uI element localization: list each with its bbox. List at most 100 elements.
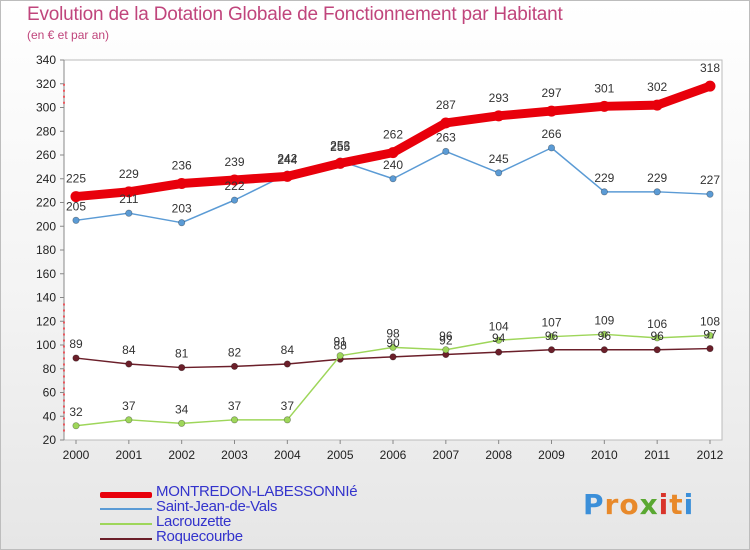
data-point-montredon (70, 191, 82, 203)
x-tick-label: 2005 (327, 448, 354, 462)
data-point-lacrouzette (442, 346, 450, 354)
data-point-lacrouzette (178, 419, 186, 427)
data-label-saint-jean: 229 (594, 171, 614, 185)
x-tick-label: 2012 (697, 448, 724, 462)
data-point-montredon (229, 174, 240, 186)
data-label-saint-jean: 266 (541, 127, 561, 141)
legend-swatch-roquecourbe (100, 538, 152, 540)
y-tick-label: 300 (36, 101, 56, 115)
data-point-saint-jean (442, 147, 450, 155)
y-tick-label: 320 (36, 77, 56, 91)
data-label-saint-jean: 240 (383, 158, 403, 172)
data-label-saint-jean: 263 (436, 130, 456, 144)
y-tick-label: 180 (36, 243, 56, 257)
data-point-montredon (281, 170, 293, 182)
data-label-roquecourbe: 90 (386, 336, 400, 350)
data-label-lacrouzette: 106 (647, 317, 667, 331)
data-label-roquecourbe: 96 (598, 329, 612, 343)
data-label-montredon: 262 (383, 128, 403, 142)
data-label-montredon: 229 (119, 167, 139, 181)
data-label-lacrouzette: 109 (594, 313, 614, 327)
data-label-lacrouzette: 34 (175, 402, 189, 416)
data-point-roquecourbe (72, 354, 80, 362)
data-point-saint-jean (547, 144, 556, 152)
data-label-roquecourbe: 81 (175, 347, 189, 361)
data-point-montredon (704, 80, 716, 92)
legend-label-roquecourbe: Roquecourbe (156, 528, 243, 545)
data-label-montredon: 225 (66, 172, 86, 186)
data-label-saint-jean: 229 (647, 171, 667, 185)
x-tick-label: 2001 (115, 448, 142, 462)
data-label-roquecourbe: 96 (545, 329, 559, 343)
x-tick-label: 2010 (591, 448, 618, 462)
data-point-saint-jean (653, 188, 661, 196)
data-label-saint-jean: 203 (172, 202, 192, 216)
data-point-roquecourbe (230, 362, 239, 370)
data-label-montredon: 301 (594, 81, 614, 95)
data-point-saint-jean (389, 175, 397, 183)
chart-legend: MONTREDON-LABESSONNIé Saint-Jean-de-Vals… (100, 483, 420, 546)
y-tick-label: 80 (43, 362, 57, 376)
data-label-lacrouzette: 37 (122, 399, 136, 413)
y-tick-label: 20 (43, 433, 57, 447)
data-point-montredon (440, 117, 452, 129)
data-point-lacrouzette (706, 331, 714, 340)
data-label-lacrouzette: 37 (228, 399, 242, 413)
legend-item-saint-jean: Saint-Jean-de-Vals (100, 498, 420, 516)
data-point-saint-jean (72, 216, 80, 224)
data-point-saint-jean (706, 190, 714, 198)
data-label-lacrouzette: 98 (386, 326, 400, 340)
x-tick-label: 2009 (538, 448, 565, 462)
data-label-montredon: 318 (700, 61, 720, 75)
data-point-montredon (546, 105, 557, 117)
data-label-saint-jean: 245 (489, 152, 509, 166)
logo-letter: P (583, 488, 605, 521)
data-point-lacrouzette (495, 336, 503, 344)
data-label-montredon: 297 (541, 86, 561, 100)
logo-letter: r (604, 488, 620, 521)
legend-swatch-saint-jean (100, 508, 152, 510)
data-label-roquecourbe: 84 (122, 343, 136, 357)
data-label-saint-jean: 205 (66, 199, 86, 213)
logo-letter: i (658, 488, 670, 521)
data-point-saint-jean (125, 209, 133, 217)
logo-letter: t (669, 488, 684, 521)
x-tick-label: 2008 (485, 448, 512, 462)
data-point-lacrouzette (125, 416, 133, 424)
y-tick-label: 220 (36, 196, 56, 210)
legend-label-saint-jean: Saint-Jean-de-Vals (156, 498, 278, 515)
data-label-lacrouzette: 104 (489, 319, 509, 333)
data-point-montredon (123, 186, 135, 198)
data-label-saint-jean: 222 (224, 179, 244, 193)
data-point-montredon (598, 100, 610, 112)
data-label-lacrouzette: 107 (541, 316, 561, 330)
data-label-lacrouzette: 96 (439, 329, 453, 343)
y-tick-label: 60 (43, 386, 57, 400)
data-point-lacrouzette (283, 416, 291, 424)
data-label-roquecourbe: 96 (650, 329, 664, 343)
legend-swatch-montredon (100, 492, 152, 498)
y-tick-label: 200 (36, 219, 56, 233)
data-point-saint-jean (600, 188, 608, 196)
data-label-roquecourbe: 89 (69, 337, 83, 351)
data-point-saint-jean (230, 196, 239, 204)
data-point-montredon (176, 178, 188, 189)
data-point-lacrouzette (600, 330, 608, 338)
data-label-saint-jean: 211 (119, 192, 138, 206)
data-point-lacrouzette (336, 352, 344, 360)
data-label-roquecourbe: 82 (228, 345, 242, 359)
logo-letter: o (619, 488, 640, 521)
data-label-montredon: 287 (436, 98, 456, 112)
y-tick-label: 100 (36, 338, 56, 352)
data-label-roquecourbe: 92 (439, 334, 453, 348)
x-tick-label: 2003 (221, 448, 248, 462)
data-label-saint-jean: 255 (330, 140, 350, 154)
x-tick-label: 2011 (644, 448, 670, 462)
data-label-roquecourbe: 84 (281, 343, 295, 357)
data-point-montredon (651, 99, 663, 111)
data-point-roquecourbe (283, 360, 291, 368)
y-tick-label: 120 (36, 314, 56, 328)
x-tick-label: 2002 (168, 448, 195, 462)
data-point-lacrouzette (389, 343, 397, 351)
